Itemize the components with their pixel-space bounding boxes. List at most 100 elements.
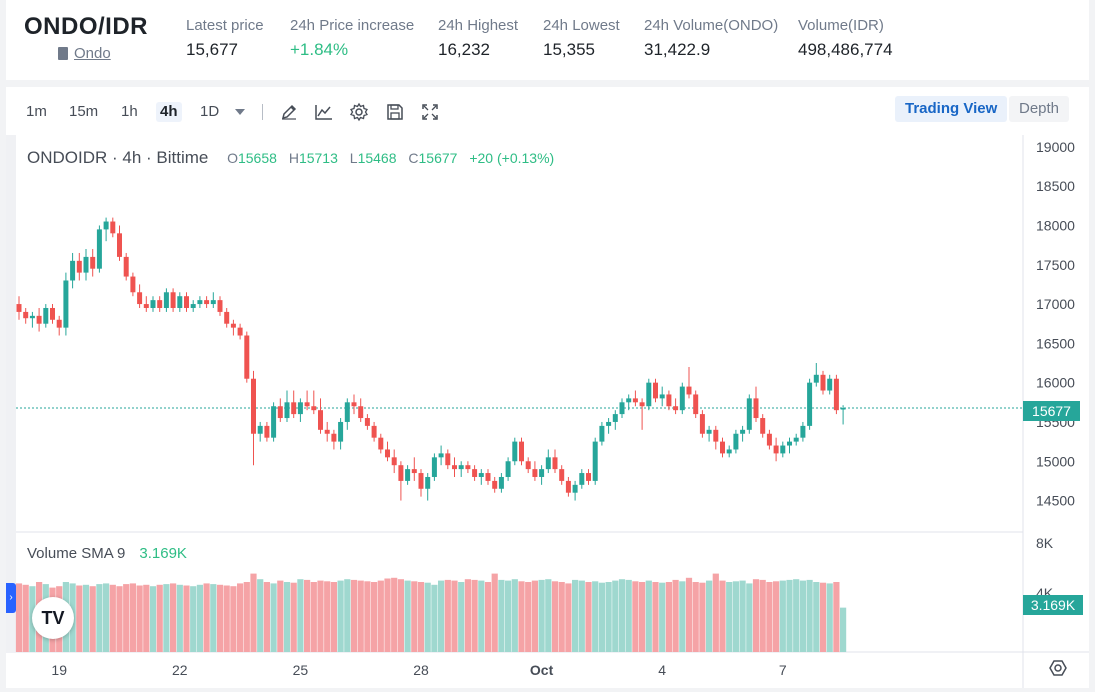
- candle-body: [204, 300, 210, 305]
- volume-bar: [170, 583, 177, 652]
- candle-body: [653, 382, 658, 399]
- volume-bar: [478, 580, 485, 652]
- volume-bar: [826, 583, 833, 652]
- candle-body: [532, 469, 538, 477]
- stat-value: 15,677: [186, 40, 238, 59]
- candle-body: [519, 441, 524, 462]
- volume-bar: [712, 573, 719, 652]
- chart-settings-icon[interactable]: [1048, 658, 1068, 678]
- stat-label: 24h Lowest: [543, 17, 620, 34]
- candle-body: [639, 402, 645, 407]
- timeframe-4h[interactable]: 4h: [156, 102, 182, 122]
- candle-body: [117, 233, 122, 257]
- volume-bar: [759, 579, 766, 652]
- candle-body: [579, 473, 585, 485]
- tradingview-logo[interactable]: TV: [32, 597, 74, 639]
- volume-bar: [726, 582, 733, 652]
- candle-body: [465, 465, 471, 470]
- candle-body: [699, 414, 705, 434]
- candlestick-chart-area[interactable]: 14500 15000 15500 16000 16500 17000 17500 18000…: [6, 135, 1089, 688]
- candle-body: [666, 394, 672, 407]
- candle-body: [291, 402, 297, 415]
- stat-value: 16,232: [438, 40, 490, 59]
- candle-body: [505, 461, 511, 477]
- candle-body: [418, 473, 424, 489]
- volume-bar: [183, 585, 190, 652]
- candle-body: [619, 402, 625, 415]
- volume-bar: [632, 581, 639, 652]
- volume-bar: [746, 583, 753, 652]
- candle-body: [431, 457, 437, 477]
- candle-body: [411, 469, 417, 474]
- price-axis-tick: 15000: [1036, 453, 1075, 469]
- chevron-right-icon[interactable]: ›: [6, 583, 16, 613]
- candle-body: [626, 398, 632, 403]
- depth-button[interactable]: Depth: [1009, 96, 1070, 122]
- candle-body: [137, 292, 143, 305]
- pair-title: ONDO/IDR: [24, 13, 148, 40]
- candle-body: [813, 374, 819, 383]
- toolbar-divider: [262, 104, 263, 120]
- candle-body: [565, 480, 571, 493]
- gear-icon[interactable]: [349, 102, 369, 122]
- fullscreen-icon[interactable]: [420, 102, 440, 122]
- last-price-tag: 15677: [1023, 401, 1080, 421]
- candle-body: [693, 394, 699, 415]
- candle-body: [820, 374, 826, 391]
- timeframe-15m[interactable]: 15m: [69, 103, 99, 120]
- candle-body: [143, 304, 149, 308]
- candle-body: [753, 398, 759, 419]
- candle-body: [760, 418, 766, 434]
- volume-bar: [545, 579, 552, 652]
- volume-bar: [203, 583, 210, 652]
- candle-body: [29, 315, 35, 319]
- time-axis-tick: Oct: [530, 662, 554, 678]
- candle-body: [16, 304, 22, 312]
- candle-body: [525, 461, 531, 470]
- volume-legend-label: Volume SMA 9: [27, 545, 126, 562]
- candle-body: [217, 300, 223, 312]
- price-axis-tick: 17000: [1036, 296, 1075, 312]
- stat-latest-price: Latest price 15,677: [186, 17, 264, 60]
- indicator-icon[interactable]: [314, 102, 334, 122]
- volume-bar: [444, 579, 451, 652]
- candle-body: [485, 473, 491, 481]
- candle-body: [391, 457, 397, 466]
- volume-bar: [82, 584, 90, 652]
- timeframe-1m[interactable]: 1m: [26, 103, 47, 120]
- candle-body: [177, 296, 183, 308]
- volume-bar: [625, 579, 632, 652]
- save-icon[interactable]: [385, 102, 405, 122]
- volume-bar: [136, 585, 143, 652]
- candle-body: [351, 402, 357, 407]
- candlestick-chart[interactable]: 1450015000155001600016500170001750018000…: [6, 135, 1089, 688]
- chevron-down-icon[interactable]: [235, 109, 245, 115]
- candle-body: [324, 429, 330, 434]
- chart-legend: ONDOIDR · 4h · Bittime O15658 H15713 L15…: [27, 148, 554, 168]
- volume-bar: [149, 586, 157, 652]
- timeframe-1d[interactable]: 1D: [200, 103, 220, 120]
- candle-body: [230, 323, 236, 328]
- volume-bar: [732, 581, 739, 652]
- candle-body: [612, 414, 618, 422]
- candle-body: [271, 406, 277, 438]
- volume-bar: [538, 579, 545, 652]
- volume-bar: [793, 579, 800, 652]
- volume-bar: [424, 582, 431, 652]
- candle-body: [318, 410, 323, 430]
- stat-value: 15,355: [543, 40, 595, 59]
- stat-label: 24h Price increase: [290, 17, 415, 34]
- volume-bar: [531, 580, 538, 652]
- coin-info-link[interactable]: Ondo: [58, 45, 111, 62]
- candle-body: [103, 221, 109, 230]
- candle-body: [746, 398, 752, 430]
- timeframe-1h[interactable]: 1h: [121, 103, 138, 120]
- close-label: C: [408, 150, 419, 166]
- candle-body: [277, 406, 283, 419]
- candle-body: [425, 476, 431, 489]
- volume-bar: [350, 579, 358, 652]
- candle-body: [344, 402, 350, 422]
- trading-view-button[interactable]: Trading View: [895, 96, 1008, 122]
- pencil-icon[interactable]: [279, 102, 299, 122]
- volume-bar: [578, 580, 585, 652]
